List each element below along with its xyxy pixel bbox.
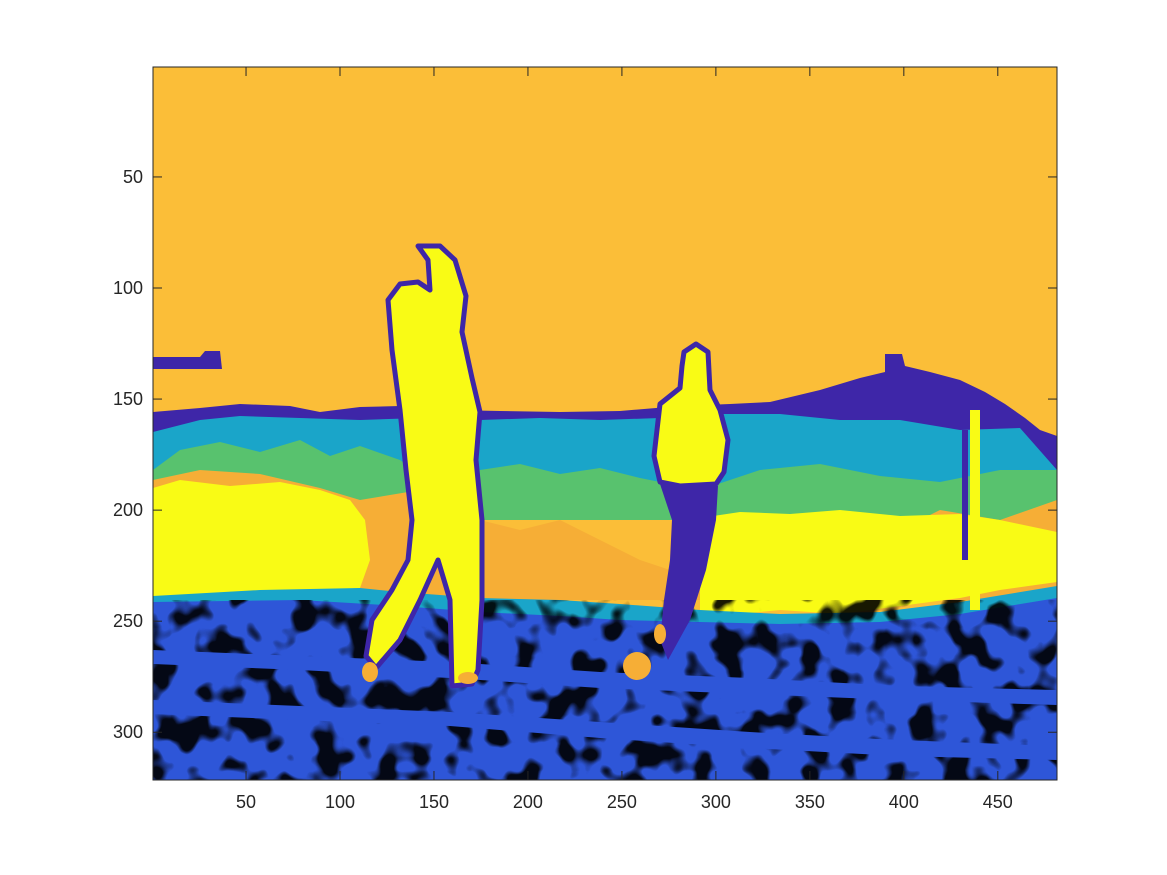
x-tick-label: 50	[236, 792, 256, 812]
person-left	[363, 243, 485, 689]
x-tick-label: 150	[419, 792, 449, 812]
person-right	[651, 341, 731, 489]
x-tick-label: 100	[325, 792, 355, 812]
y-tick-label: 50	[123, 167, 143, 187]
ground-streak-2	[153, 700, 1057, 760]
person-left-foot	[362, 662, 378, 682]
y-axis-ticks: 50 100 150 200 250 300	[113, 167, 1057, 742]
right-foot	[654, 624, 666, 644]
y-tick-label: 100	[113, 278, 143, 298]
x-tick-label: 250	[607, 792, 637, 812]
pole-dark	[962, 430, 968, 560]
x-tick-label: 200	[513, 792, 543, 812]
x-tick-label: 450	[983, 792, 1013, 812]
y-tick-label: 250	[113, 611, 143, 631]
x-axis-ticks: 50 100 150 200 250 300 350 400 450	[236, 67, 1013, 812]
y-tick-label: 300	[113, 722, 143, 742]
x-tick-label: 350	[795, 792, 825, 812]
x-tick-label: 400	[889, 792, 919, 812]
y-tick-label: 200	[113, 500, 143, 520]
plot-area	[153, 67, 1057, 780]
axes-box	[152, 66, 1058, 781]
bright-band-left	[153, 480, 370, 598]
pole	[970, 410, 980, 610]
x-tick-label: 300	[701, 792, 731, 812]
sky-fragment	[153, 351, 222, 369]
ball	[623, 652, 651, 680]
y-tick-label: 150	[113, 389, 143, 409]
person-left-foot2	[458, 672, 478, 684]
person-right-legs	[660, 484, 718, 660]
